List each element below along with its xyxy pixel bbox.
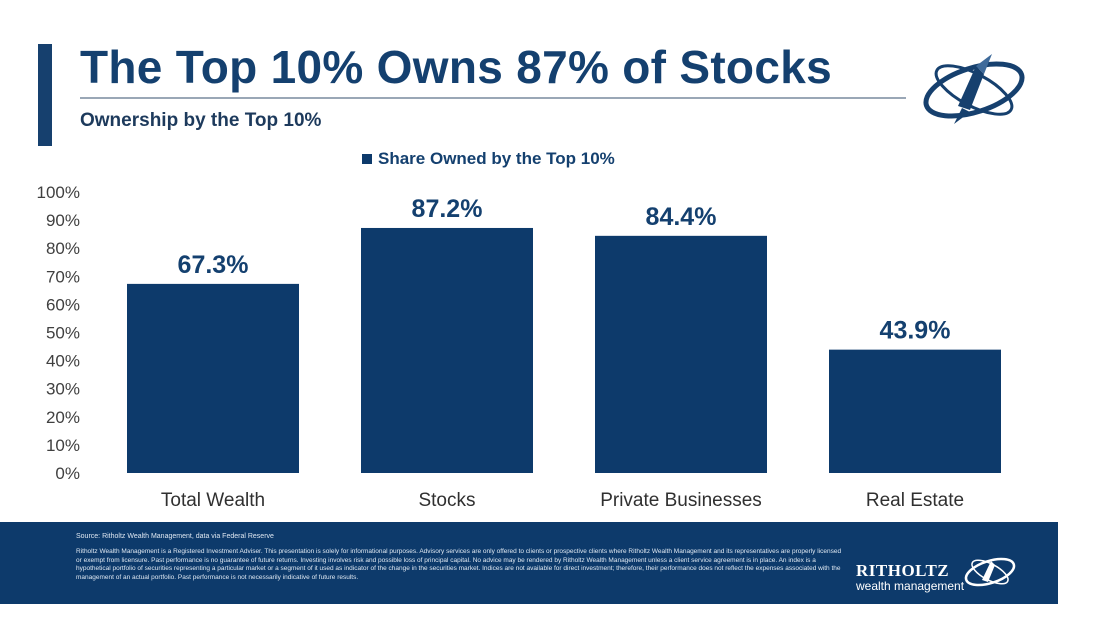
source-note: Source: Ritholtz Wealth Management, data…: [76, 533, 274, 540]
bar-chart: Share Owned by the Top 10% 0% 10% 20% 30% 40…: [37, 149, 1001, 511]
y-tick-label: 60%: [46, 295, 80, 314]
ritholtz-logo-icon: [923, 54, 1025, 124]
y-axis: 0% 10% 20% 30% 40% 50% 60% 70% 80% 90% 100%: [37, 183, 80, 483]
page-subtitle: Ownership by the Top 10%: [80, 110, 322, 131]
y-tick-label: 70%: [46, 267, 80, 286]
legend-swatch: [362, 154, 372, 164]
chart-legend: Share Owned by the Top 10%: [362, 149, 615, 168]
x-axis: Total Wealth Stocks Private Businesses Real…: [161, 490, 964, 511]
x-tick-label: Real Estate: [866, 490, 964, 511]
bar: [595, 235, 767, 473]
y-tick-label: 10%: [46, 436, 80, 455]
x-tick-label: Stocks: [418, 490, 475, 511]
y-tick-label: 0%: [55, 464, 80, 483]
page-title: The Top 10% Owns 87% of Stocks: [80, 41, 832, 93]
brand-wordmark: RITHOLTZ wealth management: [856, 562, 964, 592]
y-tick-label: 50%: [46, 324, 80, 343]
bars: [127, 227, 1001, 473]
bar: [829, 349, 1001, 473]
value-label: 84.4%: [646, 203, 717, 231]
brand-tagline: wealth management: [856, 579, 965, 593]
x-tick-label: Private Businesses: [600, 490, 762, 511]
brand-name: RITHOLTZ: [856, 561, 950, 580]
value-label: 43.9%: [880, 317, 951, 345]
bar: [361, 227, 533, 473]
legend-label: Share Owned by the Top 10%: [378, 149, 615, 168]
title-divider: [80, 97, 906, 99]
title-accent-bar: [38, 44, 52, 146]
value-labels: 67.3% 87.2% 84.4% 43.9%: [178, 195, 951, 345]
footer: Source: Ritholtz Wealth Management, data…: [0, 522, 1058, 604]
x-tick-label: Total Wealth: [161, 490, 265, 511]
value-label: 87.2%: [412, 195, 483, 223]
y-tick-label: 90%: [46, 211, 80, 230]
y-tick-label: 40%: [46, 352, 80, 371]
ritholtz-logo-small-icon: [964, 557, 1016, 587]
y-tick-label: 20%: [46, 408, 80, 427]
y-tick-label: 30%: [46, 380, 80, 399]
value-label: 67.3%: [178, 251, 249, 279]
disclaimer-text: Ritholtz Wealth Management is a Register…: [76, 548, 842, 581]
bar: [127, 283, 299, 473]
y-tick-label: 100%: [37, 183, 80, 202]
y-tick-label: 80%: [46, 239, 80, 258]
